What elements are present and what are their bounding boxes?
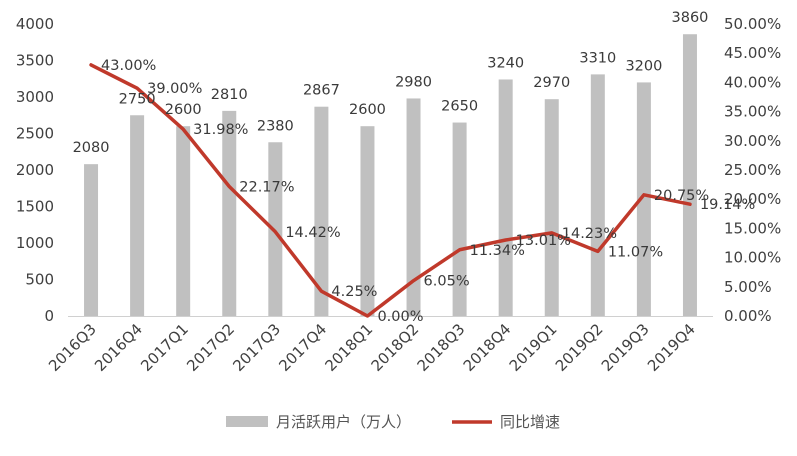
y-right-tick-label: 0.00% bbox=[724, 307, 772, 325]
line-data-label: 6.05% bbox=[424, 274, 470, 290]
bar bbox=[544, 99, 559, 316]
line-data-label: 39.00% bbox=[147, 81, 202, 97]
bar-data-label: 3860 bbox=[672, 10, 709, 26]
bar-data-label: 2970 bbox=[533, 75, 570, 91]
y-right-tick-label: 5.00% bbox=[724, 278, 772, 296]
y-right-tick-label: 35.00% bbox=[724, 103, 781, 121]
y-left-tick-label: 4000 bbox=[16, 15, 54, 33]
x-tick-label: 2019Q4 bbox=[644, 320, 699, 375]
bar-data-label: 2750 bbox=[119, 91, 156, 107]
x-tick-label: 2017Q1 bbox=[137, 320, 192, 375]
bar-data-label: 3310 bbox=[579, 50, 616, 66]
bar bbox=[590, 74, 605, 317]
bar-data-label: 3240 bbox=[487, 55, 524, 71]
bar-data-label: 2980 bbox=[395, 74, 432, 90]
bar-data-label: 2867 bbox=[303, 83, 340, 99]
x-tick-label: 2019Q1 bbox=[506, 320, 561, 375]
y-right-tick-label: 30.00% bbox=[724, 132, 781, 150]
x-tick-label: 2017Q2 bbox=[183, 320, 238, 375]
line-data-label: 19.14% bbox=[700, 197, 755, 213]
bar-data-label: 2380 bbox=[257, 118, 294, 134]
growth-line bbox=[89, 63, 692, 318]
x-tick-label: 2019Q3 bbox=[598, 320, 653, 375]
bar-data-label: 2600 bbox=[165, 102, 202, 118]
x-tick-label: 2016Q4 bbox=[91, 320, 146, 375]
x-tick-label: 2017Q4 bbox=[275, 320, 330, 375]
line-data-label: 14.42% bbox=[285, 225, 340, 241]
x-tick-label: 2018Q1 bbox=[321, 320, 376, 375]
legend-bar-swatch bbox=[226, 416, 268, 427]
line-data-label: 20.75% bbox=[654, 188, 709, 204]
x-tick-label: 2016Q3 bbox=[45, 320, 100, 375]
y-left-tick-label: 1500 bbox=[16, 198, 54, 216]
bar bbox=[360, 126, 375, 316]
bar-data-label: 2080 bbox=[73, 140, 110, 156]
line-data-label: 43.00% bbox=[101, 58, 156, 74]
bar bbox=[314, 106, 329, 316]
bar-data-label: 2600 bbox=[349, 102, 386, 118]
bar bbox=[222, 110, 237, 317]
bar bbox=[452, 122, 467, 316]
bar bbox=[682, 34, 697, 316]
x-tick-label: 2017Q3 bbox=[229, 320, 284, 375]
y-right-tick-label: 50.00% bbox=[724, 15, 781, 33]
bar bbox=[636, 82, 651, 317]
line-data-label: 11.34% bbox=[470, 243, 525, 259]
bar bbox=[84, 164, 99, 316]
bar-data-label: 2650 bbox=[441, 99, 478, 115]
y-right-tick-label: 15.00% bbox=[724, 219, 781, 237]
y-left-tick-label: 500 bbox=[25, 271, 54, 289]
bar bbox=[498, 79, 513, 316]
legend-line-label: 同比增速 bbox=[500, 413, 560, 431]
bar-data-label: 2810 bbox=[211, 87, 248, 103]
legend-bar-label: 月活跃用户（万人） bbox=[276, 413, 411, 431]
y-right-tick-label: 45.00% bbox=[724, 44, 781, 62]
y-left-tick-label: 2000 bbox=[16, 161, 54, 179]
y-right-tick-label: 25.00% bbox=[724, 161, 781, 179]
x-tick-label: 2018Q2 bbox=[368, 320, 423, 375]
x-tick-label: 2018Q3 bbox=[414, 320, 469, 375]
y-left-tick-label: 0 bbox=[44, 307, 54, 325]
y-left-tick-label: 3000 bbox=[16, 88, 54, 106]
line-data-label: 13.01% bbox=[516, 233, 571, 249]
bar bbox=[176, 126, 191, 316]
x-tick-label: 2018Q4 bbox=[460, 320, 515, 375]
y-right-tick-label: 10.00% bbox=[724, 249, 781, 267]
line-data-label: 4.25% bbox=[331, 284, 377, 300]
line-data-label: 0.00% bbox=[377, 309, 423, 325]
y-right-tick-label: 20.00% bbox=[724, 190, 781, 208]
bar bbox=[268, 142, 283, 316]
line-data-label: 11.07% bbox=[608, 244, 663, 260]
bar bbox=[406, 98, 421, 317]
line-data-label: 31.98% bbox=[193, 122, 248, 138]
x-tick-label: 2019Q2 bbox=[552, 320, 607, 375]
line-data-label: 22.17% bbox=[239, 180, 294, 196]
bar bbox=[130, 115, 145, 316]
y-left-tick-label: 1000 bbox=[16, 234, 54, 252]
y-left-tick-label: 3500 bbox=[16, 52, 54, 70]
y-left-tick-label: 2500 bbox=[16, 125, 54, 143]
line-data-label: 14.23% bbox=[562, 226, 617, 242]
bar-data-label: 3200 bbox=[625, 58, 662, 74]
y-right-tick-label: 40.00% bbox=[724, 73, 781, 91]
